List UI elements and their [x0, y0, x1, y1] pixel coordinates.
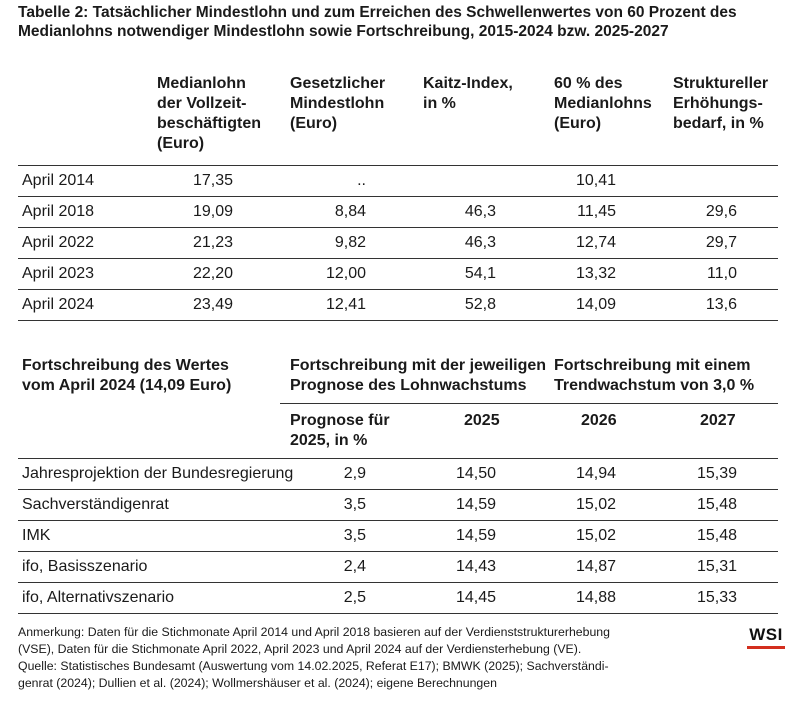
- table-title: Tabelle 2: Tatsächlicher Mindestlohn und…: [18, 4, 737, 40]
- cell-mindestlohn: 12,41: [325, 296, 366, 313]
- cell-prognose: 2,9: [343, 465, 366, 482]
- table-row: Sachverständigenrat 3,5 14,59 15,02 15,4…: [18, 489, 778, 521]
- cell-kaitz: 46,3: [464, 234, 496, 251]
- cell-mindestlohn: 9,82: [334, 234, 366, 251]
- cell-mindestlohn: ..: [357, 172, 366, 189]
- cell-2025: 14,59: [455, 527, 496, 544]
- cell-sixty: 12,74: [575, 234, 616, 251]
- row-label: Jahresprojektion der Bundesregierung: [22, 465, 294, 482]
- cell-2026: 14,94: [575, 465, 616, 482]
- header-prognose-lohnwachstum: Fortschreibung mit der jeweiligen Progno…: [290, 357, 547, 394]
- cell-2026: 15,02: [575, 527, 616, 544]
- cell-2025: 14,59: [455, 496, 496, 513]
- table-row: April 2023 22,20 12,00 54,1 13,32 11,0: [18, 258, 778, 290]
- header-year-2026: 2026: [581, 412, 617, 429]
- cell-sixty: 14,09: [575, 296, 616, 313]
- cell-2025: 14,45: [455, 589, 496, 606]
- cell-2025: 14,43: [455, 558, 496, 575]
- table-row: April 2018 19,09 8,84 46,3 11,45 29,6: [18, 196, 778, 228]
- header-medianlohn: Medianlohn der Vollzeit- beschäftigten (…: [157, 75, 262, 152]
- cell-2027: 15,48: [696, 496, 737, 513]
- footnote: Anmerkung: Daten für die Stichmonate Apr…: [18, 625, 610, 690]
- cell-prognose: 2,5: [343, 589, 366, 606]
- cell-mindestlohn: 12,00: [325, 265, 366, 282]
- cell-median: 19,09: [192, 203, 233, 220]
- header-kaitz-index: Kaitz-Index, in %: [423, 75, 513, 112]
- header-60-prozent: 60 % des Medianlohns (Euro): [554, 75, 652, 132]
- cell-2025: 14,50: [455, 465, 496, 482]
- cell-sixty: 11,45: [577, 203, 616, 220]
- table-row: April 2022 21,23 9,82 46,3 12,74 29,7: [18, 227, 778, 259]
- cell-prognose: 3,5: [343, 527, 366, 544]
- header-fortschreibung-wert: Fortschreibung des Wertes vom April 2024…: [22, 357, 232, 394]
- cell-2026: 14,87: [575, 558, 616, 575]
- row-label: April 2024: [22, 296, 95, 313]
- cell-2027: 15,48: [696, 527, 737, 544]
- table-row: Jahresprojektion der Bundesregierung 2,9…: [18, 458, 778, 490]
- row-label: IMK: [22, 527, 51, 544]
- header-year-2027: 2027: [700, 412, 736, 429]
- table-bottom-rule: [18, 320, 778, 321]
- header-year-2025: 2025: [464, 412, 500, 429]
- row-label: Sachverständigenrat: [22, 496, 169, 513]
- cell-2026: 14,88: [575, 589, 616, 606]
- cell-kaitz: 52,8: [464, 296, 496, 313]
- cell-kaitz: 54,1: [464, 265, 496, 282]
- table-row: ifo, Alternativszenario 2,5 14,45 14,88 …: [18, 582, 778, 614]
- cell-bedarf: 13,6: [705, 296, 737, 313]
- header-sub-rule: [280, 403, 778, 404]
- wsi-logo: WSI: [747, 626, 785, 649]
- cell-2027: 15,31: [696, 558, 737, 575]
- cell-bedarf: 11,0: [707, 265, 737, 282]
- table-row: April 2014 17,35 .. 10,41: [18, 165, 778, 197]
- cell-prognose: 2,4: [343, 558, 366, 575]
- header-erhoehungsbedarf: Struktureller Erhöhungs- bedarf, in %: [673, 75, 769, 132]
- table1-header: Medianlohn der Vollzeit- beschäftigten (…: [18, 66, 778, 161]
- header-trendwachstum: Fortschreibung mit einem Trendwachstum v…: [554, 357, 755, 394]
- row-label: ifo, Basisszenario: [22, 558, 148, 575]
- cell-bedarf: 29,7: [705, 234, 737, 251]
- table-row: ifo, Basisszenario 2,4 14,43 14,87 15,31: [18, 551, 778, 583]
- table-bottom-rule: [18, 613, 778, 614]
- cell-2027: 15,33: [696, 589, 737, 606]
- cell-mindestlohn: 8,84: [334, 203, 366, 220]
- table-row: IMK 3,5 14,59 15,02 15,48: [18, 520, 778, 552]
- header-mindestlohn: Gesetzlicher Mindestlohn (Euro): [290, 75, 386, 132]
- cell-2027: 15,39: [696, 465, 737, 482]
- row-label: April 2022: [22, 234, 95, 251]
- table-row: April 2024 23,49 12,41 52,8 14,09 13,6: [18, 289, 778, 321]
- cell-median: 22,20: [192, 265, 233, 282]
- cell-sixty: 10,41: [575, 172, 616, 189]
- cell-2026: 15,02: [575, 496, 616, 513]
- header-prognose-2025: Prognose für 2025, in %: [290, 412, 390, 449]
- cell-median: 23,49: [192, 296, 233, 313]
- row-label: April 2018: [22, 203, 95, 220]
- cell-kaitz: 46,3: [464, 203, 496, 220]
- cell-prognose: 3,5: [343, 496, 366, 513]
- row-label: April 2023: [22, 265, 95, 282]
- cell-sixty: 13,32: [575, 265, 616, 282]
- cell-median: 17,35: [192, 172, 233, 189]
- row-label: April 2014: [22, 172, 95, 189]
- cell-median: 21,23: [192, 234, 233, 251]
- cell-bedarf: 29,6: [705, 203, 737, 220]
- row-label: ifo, Alternativszenario: [22, 589, 175, 606]
